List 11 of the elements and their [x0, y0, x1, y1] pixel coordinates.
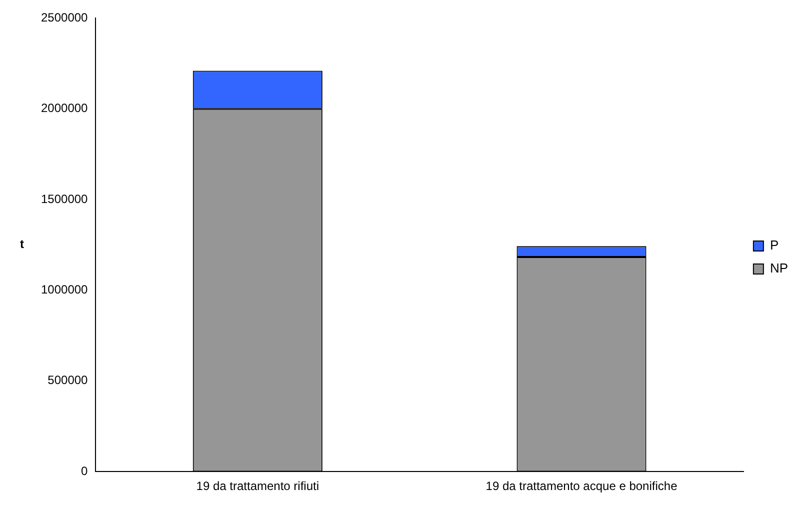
x-tick-label: 19 da trattamento acque e bonifiche [486, 479, 678, 494]
y-tick-label: 1000000 [41, 282, 88, 297]
legend-label: NP [770, 260, 788, 276]
y-tick-label: 0 [81, 464, 88, 478]
y-tick-label: 2500000 [41, 10, 88, 25]
legend-label: P [770, 238, 779, 253]
x-tick-label: 19 da trattamento rifiuti [196, 479, 320, 494]
y-tick-label: 1500000 [41, 192, 88, 206]
y-tick-label: 2000000 [41, 101, 88, 116]
y-tick-label: 500000 [48, 373, 88, 388]
y-axis-title: t [20, 237, 24, 252]
